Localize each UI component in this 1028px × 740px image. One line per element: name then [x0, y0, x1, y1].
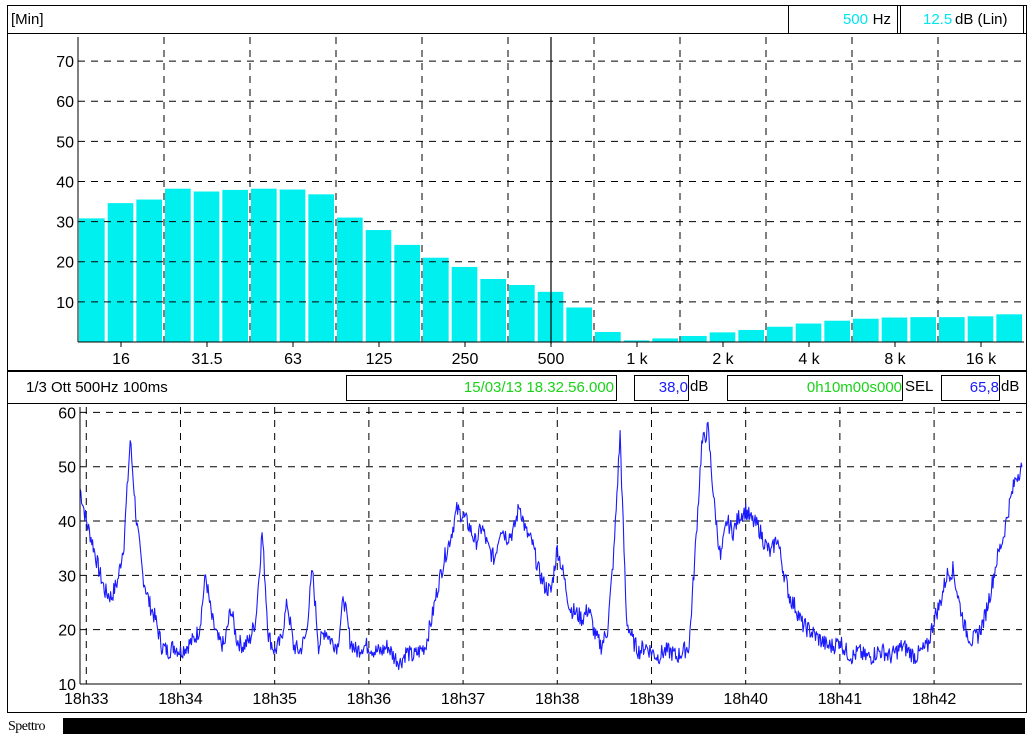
spectrum-x-tick-label: 500	[538, 351, 565, 368]
spectrum-bar	[881, 317, 908, 342]
spectrum-bar	[107, 203, 134, 342]
time-history-mode-label: 1/3 Ott 500Hz 100ms	[26, 379, 168, 396]
spectrum-y-tick-label: 40	[56, 174, 74, 191]
spectrum-bar	[279, 189, 306, 342]
spectrum-x-tick-label: 16	[112, 351, 130, 368]
spectrum-y-tick-label: 30	[56, 215, 74, 232]
spectrum-bar	[136, 199, 162, 342]
duration-value: 0h10m00s000	[806, 379, 902, 396]
spectrum-bar	[824, 320, 850, 342]
spectrum-y-tick-label: 10	[56, 295, 74, 312]
time-x-tick-label: 18h34	[158, 691, 203, 708]
spectrum-bar	[681, 335, 707, 342]
time-x-tick-label: 18h40	[723, 691, 768, 708]
spectrum-bar	[795, 323, 822, 342]
time-level-box[interactable]: 38,0	[634, 375, 689, 401]
spectrum-bar	[709, 332, 736, 342]
sel-box[interactable]: 65,8	[941, 375, 1000, 401]
spectrum-bar	[767, 326, 793, 342]
time-x-tick-label: 18h36	[347, 691, 392, 708]
spectrum-bar	[623, 340, 650, 342]
spectrum-x-tick-label: 2 k	[712, 351, 734, 368]
spectrum-bar	[308, 194, 334, 342]
sel-unit: dB	[1001, 378, 1020, 395]
duration-box[interactable]: 0h10m00s000	[727, 375, 903, 401]
time-x-tick-label: 18h38	[535, 691, 580, 708]
spectrum-bar	[79, 218, 105, 342]
spectrum-bar	[566, 307, 592, 342]
spectrum-y-tick-label: 70	[56, 54, 74, 71]
spectrum-y-tick-label: 20	[56, 255, 74, 272]
time-history-panel	[7, 403, 1027, 713]
time-y-tick-label: 60	[58, 405, 76, 422]
spectrum-bar	[394, 244, 420, 342]
time-y-tick-label: 10	[58, 677, 76, 694]
spectrum-bar	[939, 317, 965, 342]
cursor-level-unit: dB (Lin)	[955, 11, 1008, 28]
time-y-tick-label: 30	[58, 568, 76, 585]
spectrum-y-tick-label: 50	[56, 134, 74, 151]
spectrum-tab-label[interactable]: Spettro	[8, 719, 45, 734]
sel-value: 65,8	[969, 379, 999, 396]
time-y-tick-label: 20	[58, 623, 76, 640]
spectrum-bar	[509, 285, 535, 342]
spectrum-bar	[222, 189, 248, 342]
spectrum-x-tick-label: 1 k	[626, 351, 648, 368]
spectrum-bar	[967, 316, 994, 342]
spectrum-bar	[652, 338, 678, 342]
cursor-frequency-unit: Hz	[872, 11, 891, 28]
time-level-value: 38,0	[658, 379, 688, 396]
spectrum-bar	[480, 278, 506, 342]
progress-bar[interactable]	[63, 718, 1025, 734]
spectrum-x-tick-label: 8 k	[884, 351, 906, 368]
cursor-frequency-value: 500	[842, 11, 868, 28]
spectrum-bar	[910, 317, 936, 342]
spectrum-bar	[337, 217, 363, 342]
spectrum-bar	[423, 257, 449, 342]
spectrum-bar	[738, 329, 764, 342]
spectrum-bar	[165, 188, 191, 342]
spectrum-x-tick-label: 250	[452, 351, 479, 368]
timestamp-box[interactable]: 15/03/13 18.32.56.000	[346, 375, 617, 401]
sel-label: SEL	[905, 378, 934, 395]
cursor-level-value: 12.5	[923, 11, 953, 28]
spectrum-bar	[251, 188, 277, 342]
cursor-frequency-box[interactable]: 500 Hz	[788, 5, 898, 34]
time-level-unit: dB	[690, 378, 709, 395]
spectrum-mode-label: [Min]	[11, 11, 44, 28]
timestamp-value: 15/03/13 18.32.56.000	[463, 379, 614, 396]
time-history-line	[79, 421, 1023, 671]
spectrum-x-tick-label: 31.5	[191, 351, 222, 368]
spectrum-bar	[595, 331, 621, 342]
time-x-tick-label: 18h39	[629, 691, 674, 708]
time-x-tick-label: 18h33	[64, 691, 109, 708]
spectrum-bar	[853, 318, 879, 342]
time-y-tick-label: 50	[58, 460, 76, 477]
spectrum-bar	[193, 191, 220, 342]
spectrum-x-tick-label: 16 k	[966, 351, 997, 368]
time-x-tick-label: 18h41	[818, 691, 863, 708]
spectrum-x-tick-label: 63	[284, 351, 302, 368]
spectrum-x-tick-label: 125	[366, 351, 393, 368]
time-x-tick-label: 18h35	[252, 691, 297, 708]
time-x-tick-label: 18h42	[912, 691, 957, 708]
spectrum-bar	[451, 266, 478, 342]
spectrum-bar	[996, 314, 1022, 342]
spectrum-bar	[365, 230, 392, 342]
time-x-tick-label: 18h37	[441, 691, 486, 708]
time-y-tick-label: 40	[58, 514, 76, 531]
spectrum-x-tick-label: 4 k	[798, 351, 820, 368]
spectrum-y-tick-label: 60	[56, 94, 74, 111]
